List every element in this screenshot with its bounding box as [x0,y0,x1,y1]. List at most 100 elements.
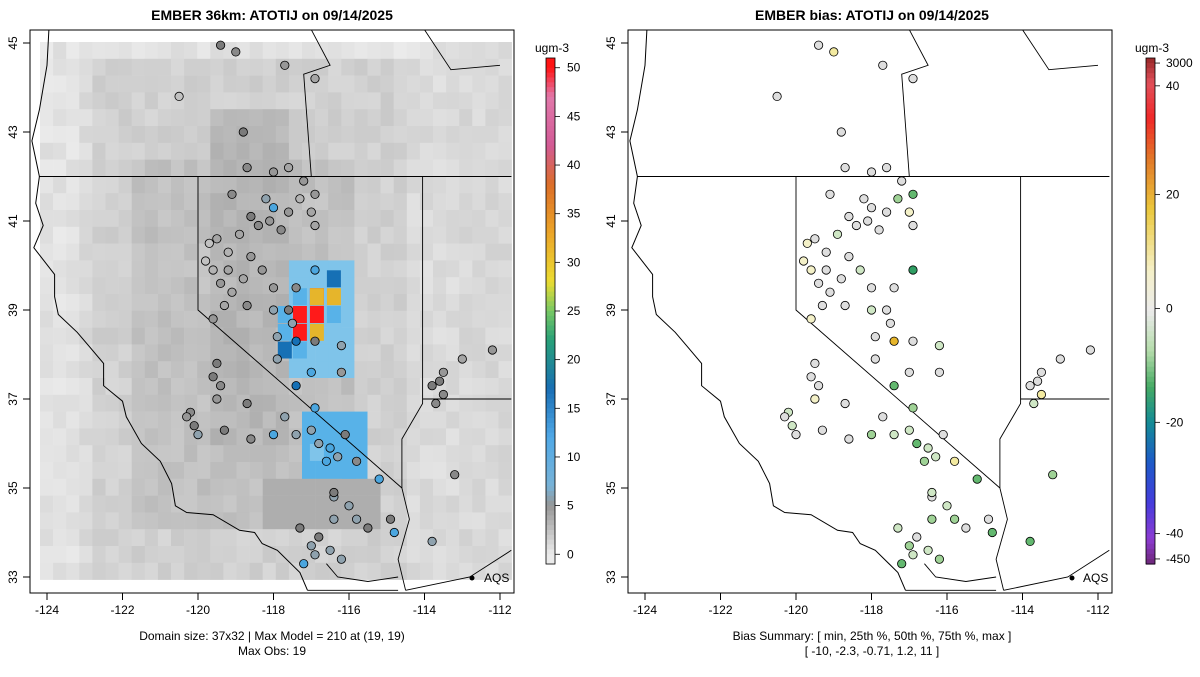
colorbar-tick-label: 25 [567,304,581,318]
colorbar-swatch [546,359,555,366]
grid-cell [92,394,106,412]
y-tick-label: 33 [604,570,618,584]
grid-cell [446,294,460,312]
grid-cell [315,226,329,244]
grid-cell [315,42,329,60]
y-tick-label: 41 [6,214,20,228]
grid-cell [210,445,224,463]
grid-cell [131,310,146,328]
grid-cell [171,210,185,228]
grid-cell [393,428,408,446]
grid-cell [406,462,421,480]
grid-cell [459,75,473,93]
colorbar-swatch [546,418,555,424]
grid-cell [446,562,460,580]
grid-cell [275,159,290,177]
observation-point [306,425,316,435]
grid-cell [485,210,499,228]
grid-cell [197,109,211,127]
grid-cell [171,126,185,144]
colorbar-swatch [1146,462,1155,469]
grid-cell [184,243,198,261]
colorbar-swatch [546,486,555,492]
grid-cell [354,378,368,396]
colorbar-swatch [546,403,555,409]
grid-cell [406,75,421,93]
grid-cell [236,210,250,228]
grid-cell [433,176,447,194]
grid-cell [105,42,119,60]
colorbar-swatch [1146,240,1155,246]
observation-point [457,354,467,364]
grid-cell [210,428,224,446]
colorbar-swatch [546,203,555,210]
grid-cell [236,512,250,530]
grid-cell [433,159,447,177]
grid-cell [171,512,185,530]
grid-cell [66,562,80,580]
colorbar-swatch [546,315,555,322]
grid-cell [262,445,277,463]
colorbar-tick-label: -20 [1166,415,1184,429]
salton-sea-region [924,563,997,582]
bias-point [798,256,809,266]
grid-cell [131,378,146,396]
grid-cell [262,327,277,345]
grid-cell [53,193,67,211]
grid-cell [105,394,119,412]
grid-cell [459,277,473,295]
colorbar-swatch [546,456,555,463]
grid-cell [341,478,355,496]
grid-cell [459,562,473,580]
bias-point [829,47,839,57]
grid-cell [249,159,263,177]
grid-cell [79,546,93,564]
grid-cell [197,294,211,312]
grid-cell [328,562,342,580]
left-observation-points [174,40,497,569]
grid-cell [275,512,290,530]
hotspot-cell [292,323,307,341]
grid-cell [249,277,263,295]
grid-cell [249,176,263,194]
colorbar-swatch [546,276,555,283]
observation-point [340,429,350,440]
grid-cell [393,445,408,463]
bias-point [813,40,824,50]
grid-cell [66,176,80,194]
grid-cell [118,361,132,379]
grid-cell [433,243,447,261]
grid-cell [275,126,290,144]
grid-cell [406,378,421,396]
bias-point [874,225,884,235]
grid-cell [105,344,119,362]
grid-cell [262,260,277,278]
grid-cell [236,260,250,278]
california-nevada-border [39,176,403,489]
grid-cell [92,159,106,177]
grid-cell [419,109,434,127]
grid-cell [171,159,185,177]
hotspot-cell [309,288,324,306]
grid-cell [419,42,434,60]
grid-cell [131,495,146,513]
grid-cell [105,512,119,530]
grid-cell [223,361,237,379]
grid-cell [53,294,67,312]
bias-point [840,163,850,173]
grid-cell [419,294,434,312]
grid-cell [40,394,54,412]
grid-cell [433,562,447,580]
colorbar-swatch [1146,199,1155,206]
grid-cell [40,159,54,177]
colorbar-swatch [546,257,555,263]
grid-cell [53,260,67,278]
grid-cell [380,294,394,312]
grid-cell [92,58,106,76]
grid-cell [485,92,499,110]
colorbar-swatch [1146,159,1155,165]
grid-cell [446,75,460,93]
grid-cell [171,361,185,379]
grid-cell [472,546,486,564]
